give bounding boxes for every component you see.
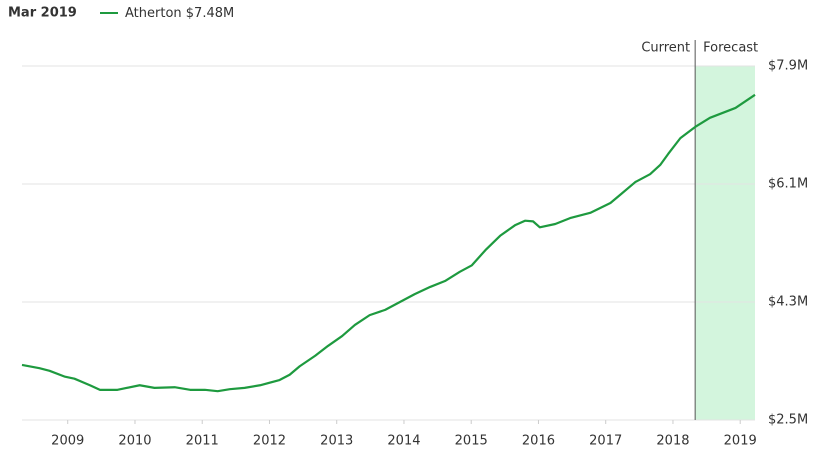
y-tick-label: $2.5M xyxy=(768,413,808,428)
x-tick-label: 2010 xyxy=(118,434,151,449)
forecast-label: Forecast xyxy=(703,41,758,56)
legend-name: Atherton xyxy=(125,6,182,21)
legend-entry: Atherton $7.48M xyxy=(125,6,234,21)
y-tick-label: $4.3M xyxy=(768,295,808,310)
y-tick-label: $7.9M xyxy=(768,59,808,74)
date-header: Mar 2019 xyxy=(8,6,77,21)
x-tick-label: 2013 xyxy=(320,434,353,449)
x-tick-label: 2018 xyxy=(656,434,689,449)
x-tick-label: 2014 xyxy=(387,434,420,449)
x-tick-label: 2009 xyxy=(51,434,84,449)
legend-value: $7.48M xyxy=(186,6,234,21)
y-tick-label: $6.1M xyxy=(768,177,808,192)
current-label: Current xyxy=(641,41,690,56)
series-line xyxy=(21,93,756,393)
x-tick-label: 2011 xyxy=(186,434,219,449)
x-tick-label: 2019 xyxy=(724,434,757,449)
forecast-band xyxy=(695,66,755,420)
x-tick-label: 2017 xyxy=(589,434,622,449)
x-tick-label: 2012 xyxy=(253,434,286,449)
x-tick-label: 2015 xyxy=(455,434,488,449)
x-tick-label: 2016 xyxy=(522,434,555,449)
